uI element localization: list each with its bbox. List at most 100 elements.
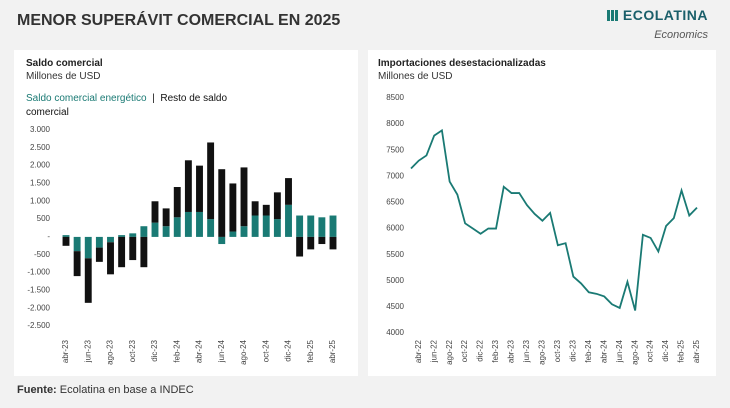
x-tick-label: jun-22 [429,339,438,363]
bar [251,215,259,237]
footer-text: Ecolatina en base a INDEC [59,384,194,396]
bar [196,211,203,237]
bar [218,169,226,237]
bar [84,258,92,303]
chart-subtitle: Millones de USD [378,71,453,82]
line [410,128,698,311]
y-tick-label: 1.500 [30,179,51,188]
y-tick-label: 5000 [386,276,404,285]
chart-subtitle: Millones de USD [26,71,101,82]
bar [251,201,259,216]
chart-title: Saldo comercial [26,58,103,69]
footer: Fuente: Ecolatina en base a INDEC [17,384,194,396]
y-tick-label: -2.500 [27,321,50,330]
bar [196,165,203,212]
bar [129,236,137,261]
bar [329,215,337,237]
legend-entry: Saldo comercial energético [26,93,147,104]
bar [140,236,148,268]
y-tick-label: 8000 [386,119,404,128]
x-tick-label: oct-24 [646,339,655,362]
bar [173,217,181,237]
bar [162,226,170,237]
x-tick-label: oct-22 [460,339,469,362]
bar [73,251,81,277]
x-tick-label: jun-24 [615,339,624,363]
bar [151,222,159,237]
x-tick-label: abr-22 [414,339,423,363]
y-tick-label: 6500 [386,198,404,207]
x-tick-label: feb-25 [677,339,686,362]
y-tick-label: 5500 [386,250,404,259]
bar [307,236,315,250]
page-title: MENOR SUPERÁVIT COMERCIAL EN 2025 [17,12,341,29]
x-tick-label: jun-23 [522,339,531,363]
bar [207,219,215,237]
x-tick-label: abr-25 [328,339,337,363]
y-tick-label: 3.000 [30,125,51,134]
y-tick-label: 1.000 [30,196,51,205]
bar [229,231,237,237]
y-tick-label: 7500 [386,145,404,154]
x-tick-label: feb-23 [491,339,500,362]
logo-tagline: Economics [654,29,708,41]
legend-entry: Resto de saldo comercial [26,93,228,118]
y-tick-label: -2.000 [27,303,50,312]
x-tick-label: oct-24 [261,339,270,362]
x-tick-label: abr-24 [195,339,204,363]
bar [62,235,70,237]
bar [273,192,281,220]
bar [318,217,326,237]
x-tick-label: abr-23 [61,339,70,363]
y-tick-label: 6000 [386,224,404,233]
bar [240,226,248,237]
bar [273,219,281,237]
x-tick-label: abr-24 [599,339,608,363]
x-tick-label: ago-24 [239,339,248,364]
bar [329,236,337,250]
bar [184,211,192,237]
x-tick-label: oct-23 [553,339,562,362]
bar [162,208,170,227]
bar [129,233,137,237]
bar [95,236,103,248]
y-tick-label: 2.500 [30,143,51,152]
bar [107,242,114,275]
y-tick-label: 4000 [386,328,404,337]
bar [285,204,292,237]
chart-title: Importaciones desestacionalizadas [378,58,546,69]
logo: ECOLATINA Economics [607,7,708,43]
y-tick-label: 500 [37,214,51,223]
bar [118,235,126,237]
x-tick-label: dic-24 [284,339,293,361]
legend: Saldo comercial energético | Resto de sa… [26,93,228,118]
bar [107,236,114,243]
x-tick-label: feb-24 [584,339,593,362]
x-tick-label: dic-24 [661,339,670,361]
x-tick-label: ago-22 [445,339,454,364]
logo-name: ECOLATINA [622,7,708,23]
logo-icon [607,10,619,21]
x-tick-label: feb-24 [172,339,181,362]
x-tick-label: jun-24 [217,339,226,363]
bar [262,204,270,216]
y-tick-label: 7000 [386,171,404,180]
x-tick-label: dic-22 [476,339,485,361]
y-tick-label: 2.000 [30,161,51,170]
bar [151,201,159,223]
y-tick-label: 8500 [386,93,404,102]
y-tick-label: -1.500 [27,285,50,294]
bar [140,226,148,237]
bar [229,183,237,232]
bar [296,215,304,237]
y-tick-label: 4500 [386,302,404,311]
footer-label: Fuente: [17,384,57,396]
x-tick-label: ago-24 [630,339,639,364]
bar [307,215,315,237]
panel [368,50,716,376]
x-tick-label: abr-25 [692,339,701,363]
bar [318,236,326,245]
bar [240,167,248,227]
